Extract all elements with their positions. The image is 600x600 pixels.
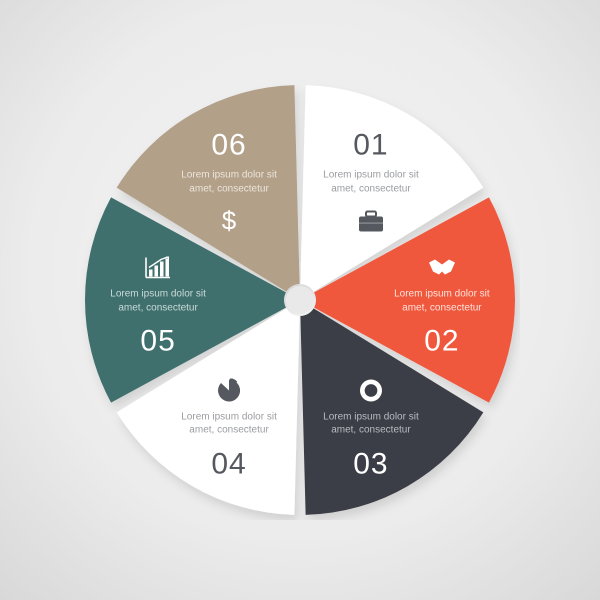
bars-icon	[83, 254, 233, 282]
slice-number-03: 03	[296, 447, 446, 481]
slice-content-02: Lorem ipsum dolor sit amet, consectetur 0…	[367, 242, 517, 359]
handshake-icon	[367, 254, 517, 282]
slice-desc-05: Lorem ipsum dolor sit amet, consectetur	[83, 288, 233, 315]
slice-desc-01: Lorem ipsum dolor sit amet, consectetur	[296, 169, 446, 196]
slice-number-02: 02	[367, 325, 517, 359]
slice-desc-06: Lorem ipsum dolor sit amet, consectetur	[154, 169, 304, 196]
slice-content-01: 01 Lorem ipsum dolor sit amet, consectetu…	[296, 119, 446, 236]
labels-layer: 01 Lorem ipsum dolor sit amet, consectetu…	[80, 80, 520, 520]
slice-desc-02: Lorem ipsum dolor sit amet, consectetur	[367, 288, 517, 315]
slice-content-05: Lorem ipsum dolor sit amet, consectetur 0…	[83, 242, 233, 359]
slice-number-01: 01	[296, 129, 446, 163]
pie-icon	[154, 376, 304, 404]
cycle-icon	[296, 376, 446, 404]
slice-content-03: Lorem ipsum dolor sit amet, consectetur 0…	[296, 364, 446, 481]
slice-desc-03: Lorem ipsum dolor sit amet, consectetur	[296, 410, 446, 437]
slice-content-06: 06 Lorem ipsum dolor sit amet, consectetu…	[154, 119, 304, 236]
slice-number-05: 05	[83, 325, 233, 359]
pie-infographic: 01 Lorem ipsum dolor sit amet, consectetu…	[80, 80, 520, 520]
slice-number-06: 06	[154, 129, 304, 163]
svg-text:$: $	[222, 208, 237, 236]
dollar-icon: $	[154, 208, 304, 236]
briefcase-icon	[296, 208, 446, 236]
slice-desc-04: Lorem ipsum dolor sit amet, consectetur	[154, 410, 304, 437]
slice-number-04: 04	[154, 447, 304, 481]
slice-content-04: Lorem ipsum dolor sit amet, consectetur 0…	[154, 364, 304, 481]
